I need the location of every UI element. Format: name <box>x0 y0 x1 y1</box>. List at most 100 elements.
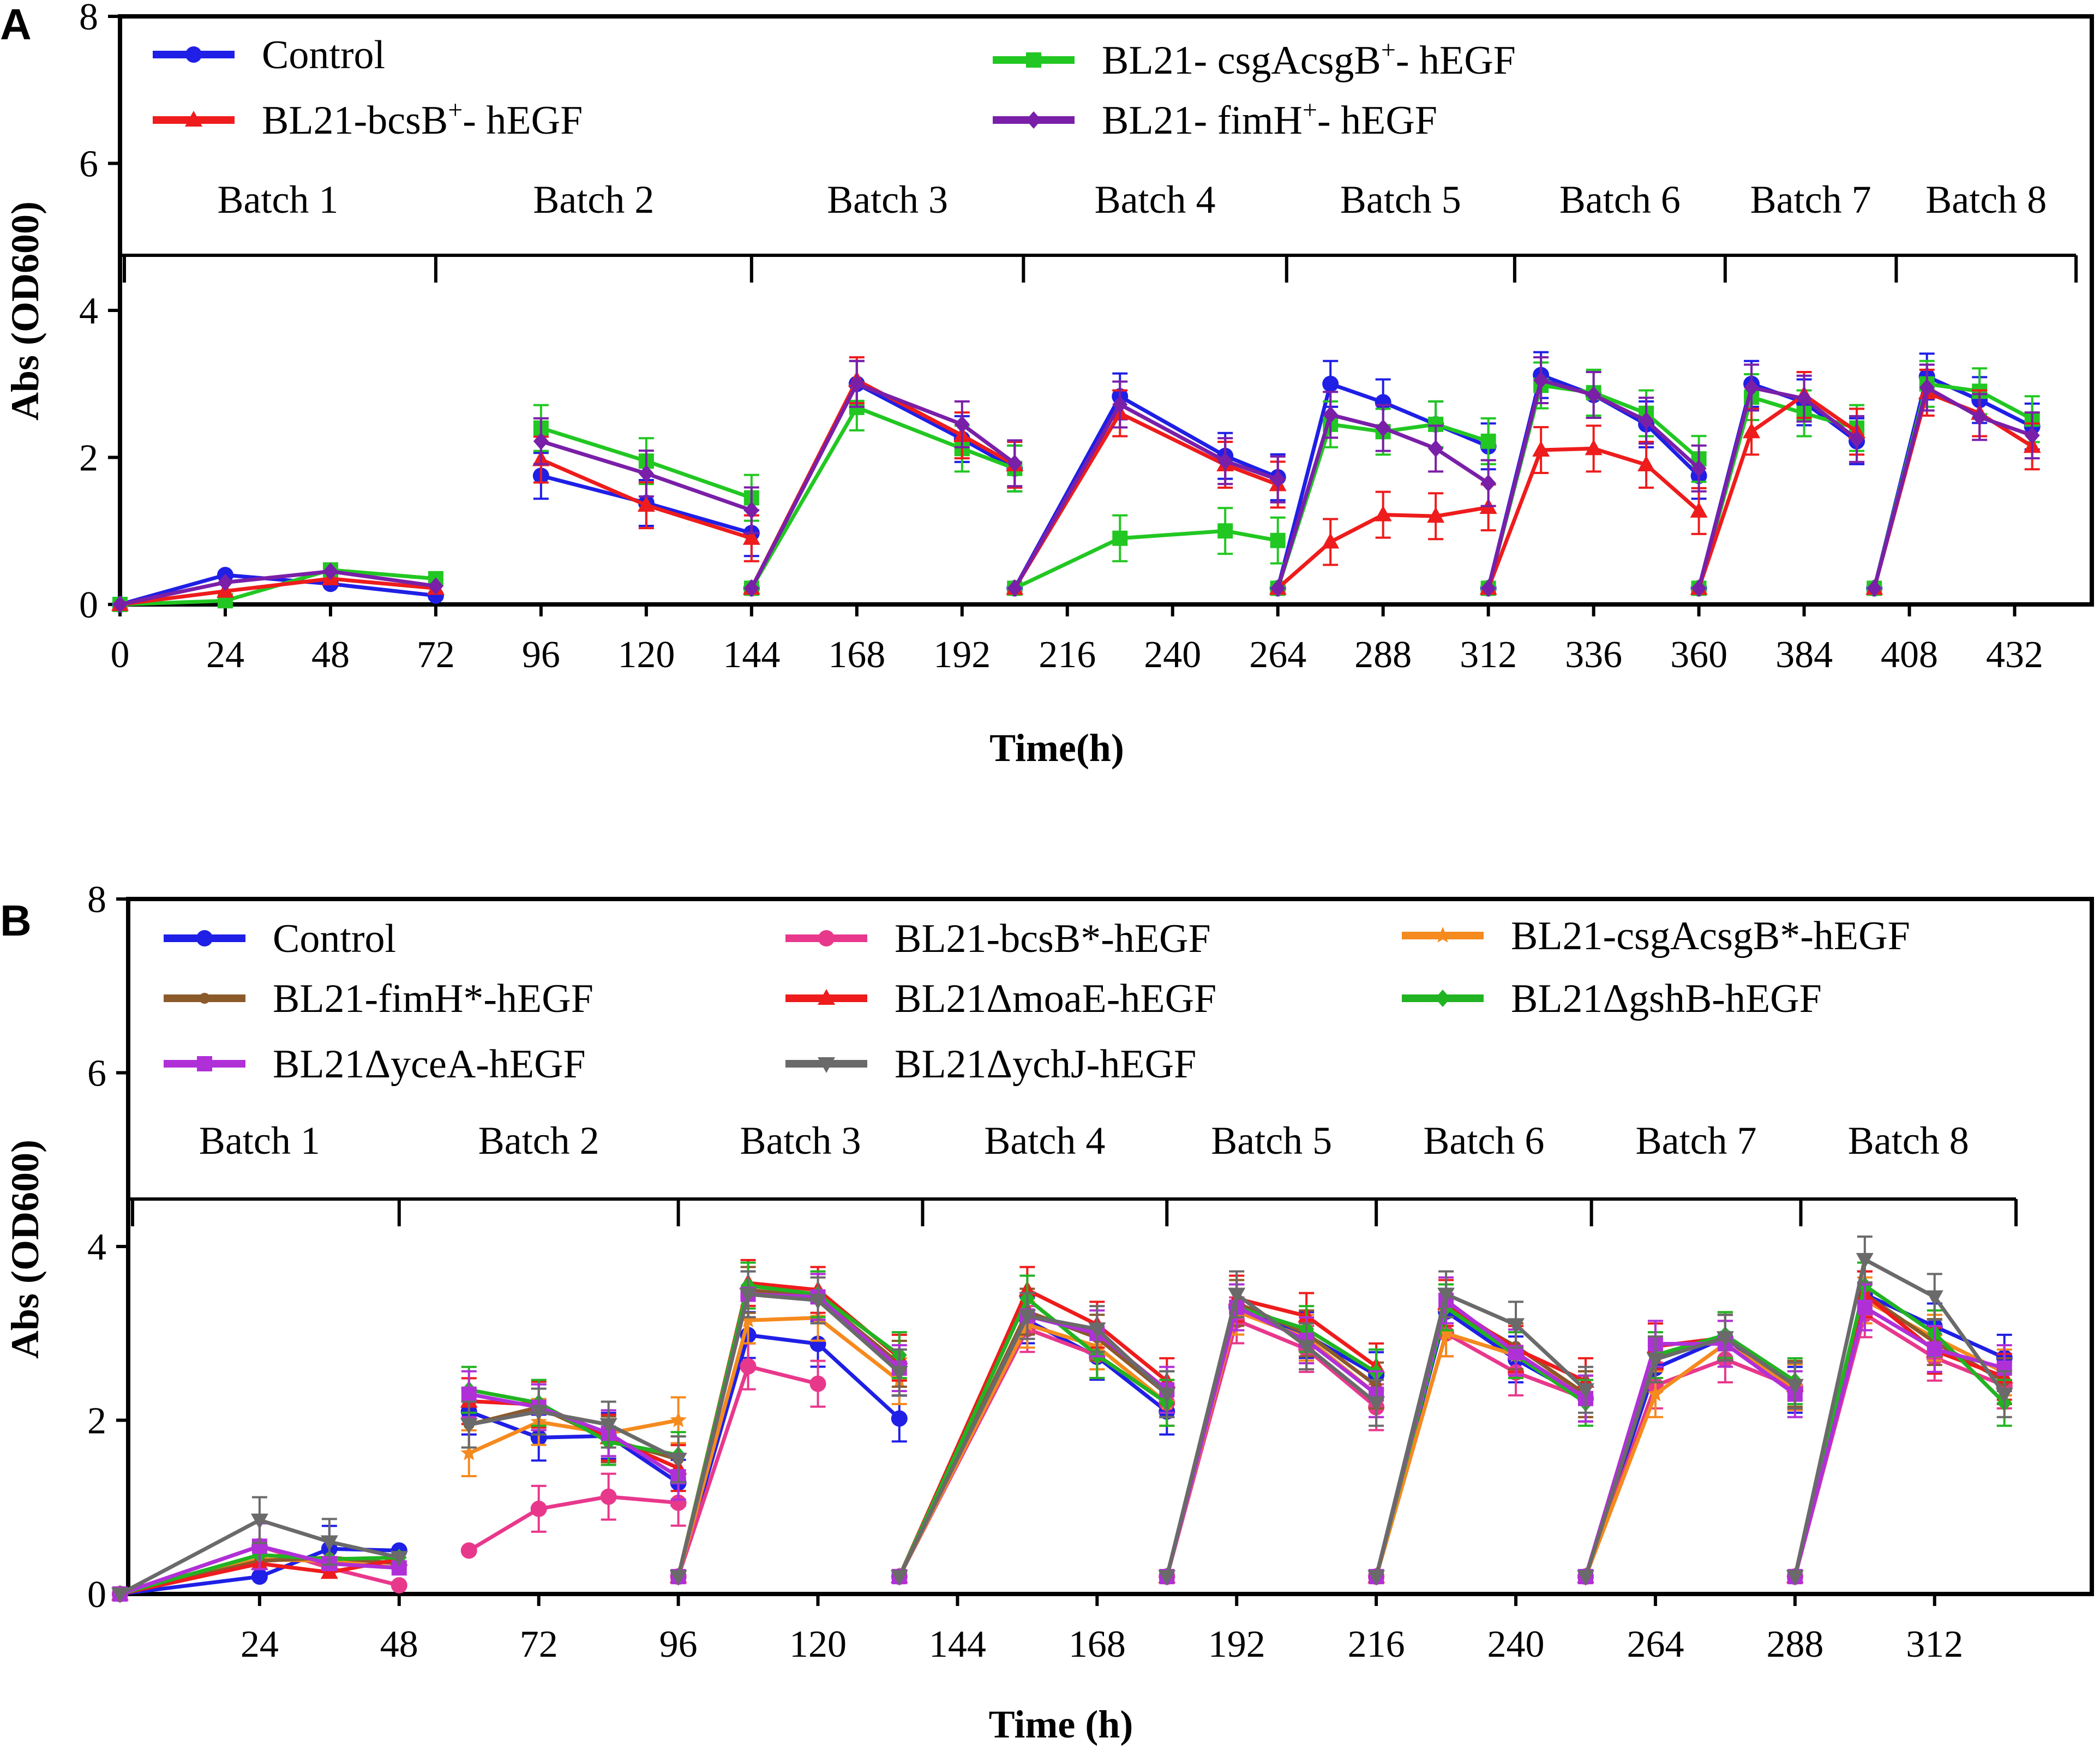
y-axis-title: Abs (OD600) <box>3 201 47 421</box>
data-point <box>391 1577 407 1594</box>
batch-label: Batch 5 <box>1340 178 1461 221</box>
series-line <box>468 1418 679 1455</box>
data-point <box>740 1358 757 1375</box>
data-point <box>638 465 654 483</box>
series-line <box>119 577 436 607</box>
legend-marker <box>818 930 835 946</box>
legend-label: BL21-bcsB+- hEGF <box>262 95 583 143</box>
data-point <box>1586 386 1601 404</box>
series-line <box>897 1297 1168 1578</box>
series-line <box>119 573 436 607</box>
x-tick-label: 120 <box>789 1623 847 1665</box>
data-point <box>743 579 759 597</box>
data-point <box>1691 579 1707 597</box>
batch-label: Batch 2 <box>478 1119 599 1162</box>
legend-marker <box>1026 111 1041 129</box>
legend-entry: BL21- fimH+- hEGF <box>993 95 1437 143</box>
legend-marker <box>185 46 202 63</box>
x-tick-label: 24 <box>206 634 244 676</box>
data-point <box>111 1587 129 1603</box>
data-point <box>1507 1318 1525 1334</box>
data-point <box>1088 1322 1106 1339</box>
series-line <box>1013 529 1279 590</box>
y-tick-label: 6 <box>87 1053 106 1095</box>
data-point <box>1646 1353 1664 1369</box>
x-tick-label: 120 <box>617 634 675 676</box>
series-line <box>1793 1257 2006 1577</box>
series-BL21ΔychJ-hEGF <box>111 1235 2013 1603</box>
data-point <box>428 577 443 595</box>
data-point <box>890 1570 908 1586</box>
data-point <box>112 596 128 613</box>
data-point <box>1856 1252 1874 1269</box>
data-point <box>390 1551 408 1567</box>
series-line <box>1583 1335 1796 1578</box>
series-line <box>676 1281 901 1578</box>
batch-label: Batch 7 <box>1636 1119 1757 1162</box>
legend-marker <box>818 989 835 1005</box>
series-line <box>468 1410 680 1485</box>
series-line <box>749 405 1016 590</box>
y-tick-label: 8 <box>87 879 106 921</box>
data-point <box>320 1535 338 1551</box>
series-line <box>676 1292 901 1578</box>
data-point <box>849 375 865 393</box>
panel-label-a: A <box>0 0 32 49</box>
data-point <box>1480 579 1496 597</box>
legend-label: Control <box>262 33 385 77</box>
series-line <box>1013 394 1279 590</box>
series-line <box>1872 386 2033 589</box>
y-tick-label: 4 <box>79 290 98 332</box>
data-point <box>460 1542 477 1559</box>
x-tick-label: 168 <box>828 634 885 676</box>
x-tick-label: 96 <box>659 1623 698 1665</box>
series-line <box>1013 411 1279 590</box>
y-tick-label: 6 <box>79 143 98 185</box>
legend-marker <box>197 1056 212 1071</box>
data-point <box>669 1453 687 1469</box>
series-line <box>897 1322 1168 1578</box>
x-tick-label: 408 <box>1881 634 1938 676</box>
data-point <box>530 1500 547 1517</box>
legend-label: BL21-csgAcsgB*-hEGF <box>1511 914 1910 958</box>
legend-entry: Control <box>164 916 396 961</box>
legend-marker <box>199 993 210 1004</box>
series-line <box>749 382 1016 590</box>
x-tick-label: 0 <box>111 634 130 676</box>
legend-marker <box>1434 927 1451 943</box>
data-point <box>1375 394 1391 411</box>
series-line <box>119 1544 400 1596</box>
data-point <box>1867 579 1882 597</box>
y-axis-title: Abs (OD600) <box>3 1140 47 1359</box>
data-point <box>637 496 655 512</box>
data-point <box>1995 1387 2013 1404</box>
y-tick-label: 8 <box>79 0 98 38</box>
data-point <box>460 1445 477 1460</box>
batch-label: Batch 7 <box>1750 178 1871 221</box>
data-point <box>1639 412 1654 430</box>
data-point <box>2024 427 2040 445</box>
data-point <box>1367 1396 1385 1412</box>
data-point <box>1228 1287 1246 1304</box>
x-tick-label: 24 <box>241 1623 279 1665</box>
data-point <box>1367 1570 1385 1586</box>
x-tick-label: 216 <box>1039 634 1096 676</box>
x-tick-label: 360 <box>1670 634 1727 676</box>
data-point <box>1576 1383 1594 1399</box>
x-tick-label: 288 <box>1766 1623 1823 1665</box>
data-point <box>322 562 338 580</box>
data-point <box>599 1418 617 1434</box>
legend-entry: BL21-fimH*-hEGF <box>164 976 593 1021</box>
series-line <box>1583 1341 1796 1578</box>
data-point <box>1270 579 1286 597</box>
series-line <box>1374 1292 1587 1578</box>
series-line <box>897 1327 1168 1578</box>
data-point <box>1322 375 1339 392</box>
series-line <box>1165 1297 1378 1578</box>
x-tick-label: 240 <box>1144 634 1201 676</box>
x-tick-label: 240 <box>1487 1623 1545 1665</box>
x-axis-title: Time(h) <box>989 726 1124 770</box>
data-point <box>890 1365 908 1382</box>
